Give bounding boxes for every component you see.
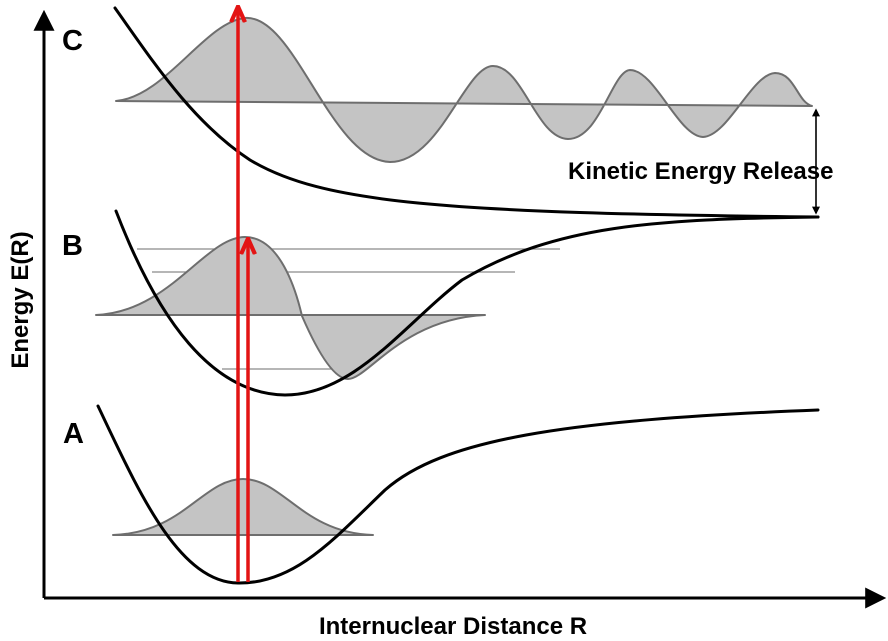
state-label-b: B bbox=[62, 230, 83, 262]
y-axis-label: Energy E(R) bbox=[7, 231, 34, 368]
state-label-c: C bbox=[62, 25, 83, 57]
wavepacket-a bbox=[112, 478, 374, 536]
state-label-a: A bbox=[63, 418, 84, 450]
kinetic-energy-release-label: Kinetic Energy Release bbox=[568, 158, 833, 185]
potential-curve-a bbox=[96, 404, 820, 585]
x-axis-label: Internuclear Distance R bbox=[319, 613, 587, 640]
wavepacket-b bbox=[95, 236, 486, 380]
potential-curve-c bbox=[113, 6, 820, 219]
potential-curve-b bbox=[114, 209, 820, 397]
wavepacket-c bbox=[115, 16, 813, 163]
